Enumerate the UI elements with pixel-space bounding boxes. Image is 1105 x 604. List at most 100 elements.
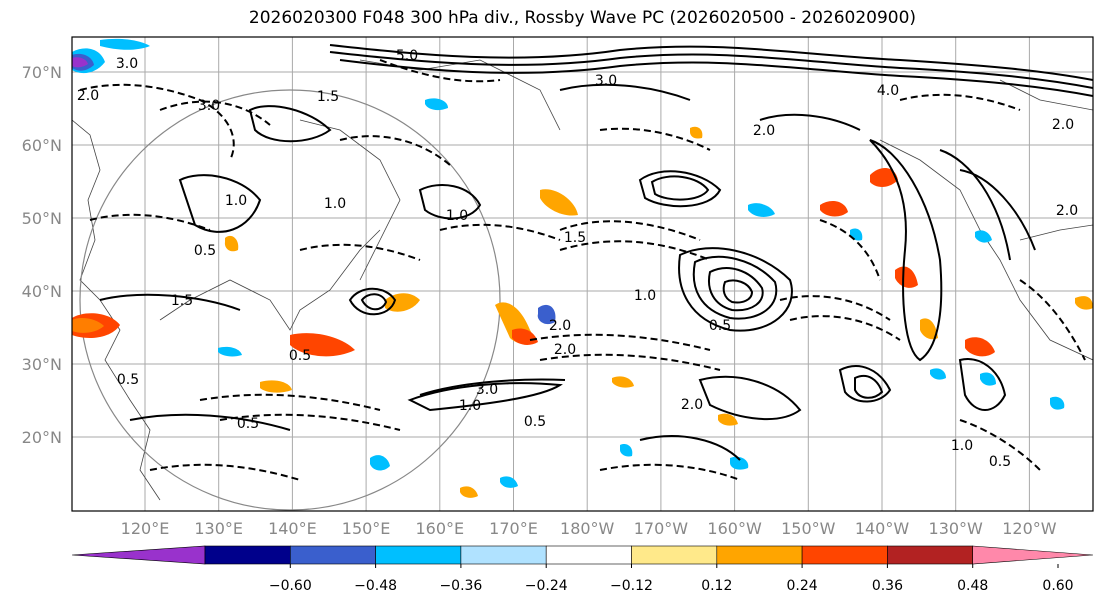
div-positive-area (965, 337, 995, 357)
divergence-shading (72, 38, 1093, 498)
contour-label: 2.0 (554, 342, 576, 358)
contour-label: 2.0 (681, 397, 703, 413)
contour-label: 2.0 (1052, 117, 1074, 133)
colorbar-bin (545, 545, 632, 565)
contour-label: 4.0 (877, 83, 899, 99)
colorbar-bin (289, 545, 376, 565)
contour-label: 3.0 (595, 73, 617, 89)
latitude-axis: 70°N 60°N 50°N 40°N 30°N 20°N (22, 63, 62, 447)
longitude-label: 130°W (929, 519, 984, 538)
contour-label: 1.0 (951, 438, 973, 454)
colorbar-tick-label: 0.48 (957, 578, 988, 594)
div-negative-area (218, 346, 242, 357)
colorbar (71, 545, 1094, 565)
latitude-label: 20°N (22, 428, 62, 447)
div-positive-area (460, 486, 478, 498)
div-negative-area (100, 38, 150, 50)
div-negative-area (930, 368, 946, 380)
colorbar-tick-label: −0.24 (525, 578, 568, 594)
longitude-label: 160°E (415, 519, 464, 538)
div-negative-area (980, 372, 996, 386)
longitude-axis: 120°E 130°E 140°E 150°E 160°E 170°E 180°W 170°W… (121, 519, 1057, 538)
contour-label: 2.0 (1056, 203, 1078, 219)
div-negative-area (975, 230, 992, 243)
contour-label: 0.5 (117, 372, 139, 388)
div-positive-area (72, 318, 104, 333)
div-negative-area (425, 98, 448, 111)
contour-label: 1.5 (564, 230, 586, 246)
div-positive-area (718, 413, 738, 426)
great-circle (79, 89, 501, 511)
contour-label: 0.5 (289, 348, 311, 364)
longitude-label: 150°W (781, 519, 836, 538)
map-background (72, 37, 1093, 511)
contour-label: 2.0 (77, 88, 99, 104)
latitude-label: 30°N (22, 355, 62, 374)
colorbar-bin (460, 545, 547, 565)
contour-label: 1.5 (171, 293, 193, 309)
longitude-label: 170°E (489, 519, 538, 538)
div-positive-area (870, 168, 898, 187)
longitude-label: 130°E (194, 519, 243, 538)
contour-label: 0.5 (194, 243, 216, 259)
div-positive-area (895, 266, 918, 288)
longitude-label: 150°E (342, 519, 391, 538)
longitude-label: 120°E (121, 519, 170, 538)
map-title: 2026020300 F048 300 hPa div., Rossby Wav… (248, 8, 917, 28)
div-positive-area (512, 328, 538, 345)
colorbar-tick-label: 0.60 (1042, 578, 1073, 594)
colorbar-extend-low (71, 545, 206, 565)
colorbar-tick-label: −0.60 (269, 578, 312, 594)
map-frame (71, 36, 1094, 512)
graticule (72, 37, 1093, 511)
div-negative-area (620, 444, 633, 457)
colorbar-tick-label: −0.36 (439, 578, 482, 594)
longitude-label: 170°W (634, 519, 689, 538)
div-negative-area (537, 304, 556, 325)
div-positive-area (820, 200, 848, 217)
colorbar-ticks: −0.60 −0.48 −0.36 −0.24 −0.12 0.12 0.24 0.36 0.4… (269, 564, 1074, 594)
colorbar-bin (375, 545, 462, 565)
div-positive-area (290, 333, 355, 357)
div-positive-area (920, 318, 938, 340)
longitude-label: 160°W (707, 519, 762, 538)
rossby-wave-contours-negative (79, 59, 1086, 481)
div-negative-area (370, 455, 390, 471)
div-negative-area (1050, 396, 1065, 410)
contour-label: 0.5 (989, 454, 1011, 470)
latitude-label: 60°N (22, 136, 62, 155)
longitude-label: 140°E (268, 519, 317, 538)
div-negative-area (748, 203, 775, 217)
colorbar-tick-label: 0.36 (872, 578, 903, 594)
contour-label: 3.0 (476, 382, 498, 398)
contour-label: 1.0 (459, 398, 481, 414)
colorbar-tick-label: −0.48 (354, 578, 397, 594)
colorbar-bin (801, 545, 888, 565)
contour-label: 3.0 (198, 98, 220, 114)
colorbar-tick-label: −0.12 (610, 578, 653, 594)
contour-labels: 5.03.02.01.00.53.01.01.02.01.52.03.04.02… (77, 48, 1078, 470)
latitude-label: 40°N (22, 282, 62, 301)
div-negative-area (500, 476, 518, 488)
contour-label: 1.0 (324, 196, 346, 212)
colorbar-bin (204, 545, 291, 565)
contour-label: 2.0 (549, 318, 571, 334)
colorbar-bin (631, 545, 718, 565)
latitude-label: 70°N (22, 63, 62, 82)
longitude-label: 120°W (1002, 519, 1057, 538)
contour-label: 1.0 (446, 208, 468, 224)
div-negative-area (72, 57, 88, 68)
longitude-label: 180°W (560, 519, 615, 538)
contour-label: 0.5 (709, 318, 731, 334)
colorbar-bin (887, 545, 974, 565)
colorbar-tick-label: 0.12 (701, 578, 732, 594)
longitude-label: 140°W (855, 519, 910, 538)
contour-label: 5.0 (396, 48, 418, 64)
colorbar-tick-label: 0.24 (787, 578, 818, 594)
contour-label: 1.5 (317, 89, 339, 105)
div-positive-area (1075, 296, 1093, 310)
latitude-label: 50°N (22, 209, 62, 228)
colorbar-extend-high (972, 545, 1094, 565)
div-positive-area (612, 376, 634, 388)
